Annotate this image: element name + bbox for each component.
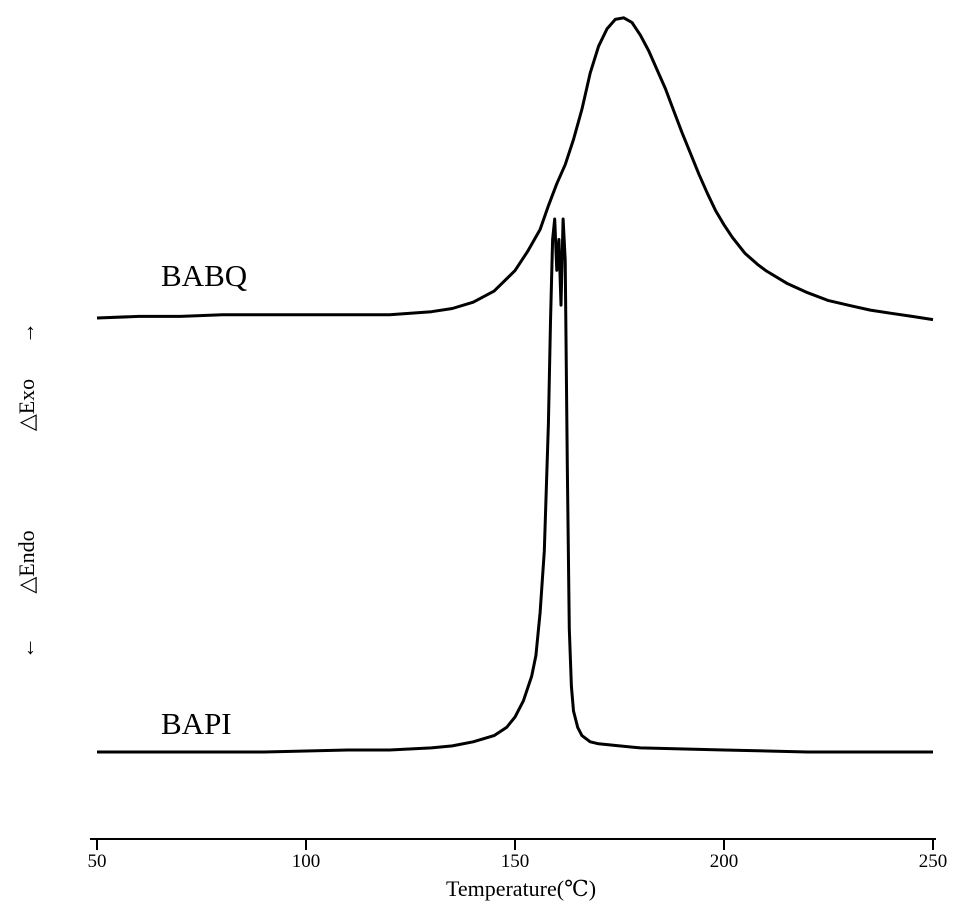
series-label-bapi: BAPI xyxy=(161,706,232,741)
x-axis-title: Temperature(℃) xyxy=(446,876,596,901)
x-tick-label: 150 xyxy=(501,851,530,872)
x-tick-label: 200 xyxy=(710,851,739,872)
exo-arrow: → xyxy=(14,322,39,344)
exo-label: △Exo xyxy=(14,379,39,431)
series-line-babq xyxy=(96,16,934,322)
x-tick-label: 50 xyxy=(88,851,107,872)
series-line-bapi xyxy=(97,217,933,754)
x-tick-label: 100 xyxy=(292,851,321,872)
x-axis-ticks: 50 100 150 200 250 xyxy=(88,839,948,872)
endo-arrow: ← xyxy=(14,637,39,659)
x-tick-label: 250 xyxy=(919,851,948,872)
y-annotations: → △Exo △Endo ← xyxy=(14,322,39,659)
curves-layer xyxy=(96,16,934,754)
endo-label: △Endo xyxy=(14,530,39,593)
series-label-babq: BABQ xyxy=(161,258,247,293)
